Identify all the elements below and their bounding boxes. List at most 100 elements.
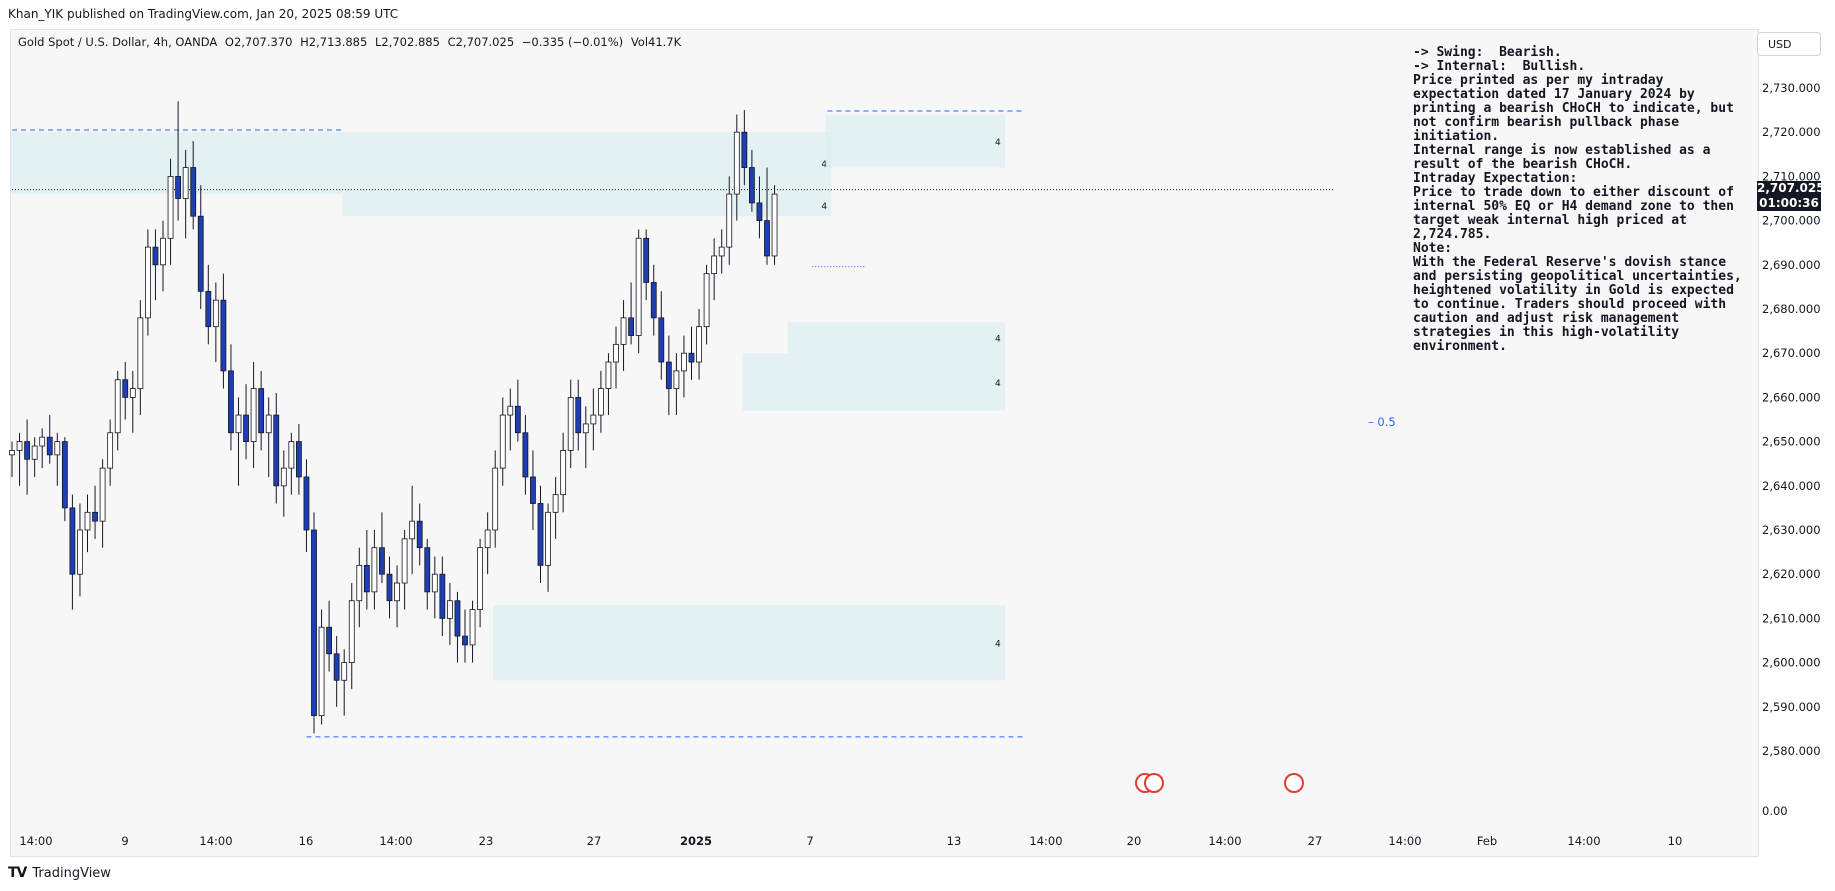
candle-body[interactable] — [356, 564, 363, 602]
supply-demand-zone[interactable] — [10, 132, 832, 195]
candle-body[interactable] — [409, 520, 416, 540]
candle-body[interactable] — [628, 317, 634, 336]
candle-body[interactable] — [295, 441, 302, 478]
candle-body[interactable] — [39, 436, 46, 447]
candle-body[interactable] — [650, 282, 657, 319]
candle-body[interactable] — [371, 547, 378, 593]
candle-body[interactable] — [258, 388, 265, 434]
candle-body[interactable] — [575, 396, 582, 434]
tradingview-footer[interactable]: TV TradingView — [8, 865, 111, 881]
candle-body[interactable] — [348, 600, 355, 663]
candle-body[interactable] — [303, 476, 310, 531]
supply-demand-zone[interactable] — [493, 605, 1006, 681]
candle-body[interactable] — [605, 361, 612, 389]
candle-body[interactable] — [613, 343, 619, 363]
candle-body[interactable] — [280, 467, 287, 487]
candle-body[interactable] — [567, 396, 574, 451]
candle-body[interactable] — [424, 547, 431, 593]
candle-body[interactable] — [749, 167, 755, 204]
candle-body[interactable] — [122, 379, 129, 398]
candle-body[interactable] — [741, 131, 748, 168]
candle-body[interactable] — [439, 573, 446, 619]
candle-body[interactable] — [182, 167, 189, 199]
candle-body[interactable] — [401, 538, 408, 584]
supply-demand-zone[interactable] — [787, 322, 1006, 354]
candle-body[interactable] — [507, 405, 514, 416]
candle-body[interactable] — [484, 529, 491, 549]
candle-body[interactable] — [446, 600, 453, 619]
candle-body[interactable] — [311, 529, 317, 717]
candle-body[interactable] — [514, 405, 521, 434]
candle-body[interactable] — [190, 167, 197, 217]
candle-body[interactable] — [462, 635, 468, 646]
candle-body[interactable] — [681, 352, 687, 372]
candle-body[interactable] — [537, 503, 544, 566]
candle-body[interactable] — [620, 317, 627, 345]
candle-body[interactable] — [658, 317, 665, 363]
candle-body[interactable] — [363, 564, 370, 593]
candle-body[interactable] — [99, 467, 106, 522]
candle-body[interactable] — [379, 547, 385, 575]
candle-body[interactable] — [386, 573, 393, 602]
candle-body[interactable] — [129, 388, 136, 398]
candle-body[interactable] — [469, 609, 476, 646]
candle-body[interactable] — [77, 529, 83, 575]
candle-body[interactable] — [394, 582, 400, 602]
currency-button[interactable]: USD — [1757, 32, 1821, 56]
candle-body[interactable] — [341, 662, 348, 681]
candle-body[interactable] — [643, 237, 650, 283]
candle-body[interactable] — [318, 626, 325, 717]
candle-body[interactable] — [590, 414, 597, 425]
candle-body[interactable] — [107, 432, 114, 469]
candle-body[interactable] — [250, 388, 257, 442]
supply-demand-zone[interactable] — [342, 194, 832, 217]
candle-body[interactable] — [212, 299, 219, 328]
candle-body[interactable] — [545, 511, 551, 566]
candle-body[interactable] — [530, 476, 536, 504]
candle-body[interactable] — [137, 317, 144, 389]
candle-body[interactable] — [235, 414, 242, 434]
candle-body[interactable] — [265, 414, 272, 434]
candle-body[interactable] — [31, 445, 38, 460]
candle-body[interactable] — [635, 237, 642, 336]
candle-body[interactable] — [46, 436, 53, 456]
us-flag-icon[interactable] — [1144, 773, 1164, 793]
candle-body[interactable] — [688, 352, 695, 363]
candle-body[interactable] — [243, 414, 249, 442]
candle-body[interactable] — [326, 626, 333, 655]
candle-body[interactable] — [61, 441, 68, 509]
candle-body[interactable] — [492, 467, 499, 531]
analysis-annotation[interactable]: -> Swing: Bearish. -> Internal: Bullish.… — [1413, 46, 1743, 354]
candle-body[interactable] — [144, 246, 151, 319]
candle-body[interactable] — [175, 175, 182, 199]
candle-body[interactable] — [205, 290, 212, 328]
candle-body[interactable] — [288, 441, 295, 469]
candle-body[interactable] — [665, 361, 672, 389]
supply-demand-zone[interactable] — [742, 353, 1006, 411]
candle-body[interactable] — [152, 246, 159, 266]
candle-body[interactable] — [718, 246, 725, 257]
candle-body[interactable] — [454, 600, 461, 637]
candle-body[interactable] — [711, 255, 718, 275]
candle-body[interactable] — [477, 547, 484, 610]
candle-body[interactable] — [54, 441, 61, 456]
candle-body[interactable] — [726, 193, 733, 248]
candle-body[interactable] — [228, 370, 234, 434]
candle-body[interactable] — [673, 370, 680, 389]
candle-body[interactable] — [522, 432, 529, 478]
candle-body[interactable] — [114, 379, 121, 434]
candle-body[interactable] — [333, 653, 340, 681]
candle-body[interactable] — [771, 193, 778, 257]
candle-body[interactable] — [16, 441, 23, 451]
candle-body[interactable] — [69, 507, 76, 575]
candle-body[interactable] — [756, 202, 763, 221]
candle-body[interactable] — [416, 520, 423, 549]
candle-body[interactable] — [560, 450, 567, 496]
candle-body[interactable] — [582, 423, 589, 434]
candle-body[interactable] — [160, 237, 166, 266]
candle-body[interactable] — [764, 220, 770, 257]
candle-body[interactable] — [84, 511, 91, 531]
us-flag-icon[interactable] — [1284, 773, 1304, 793]
candle-body[interactable] — [733, 131, 740, 195]
